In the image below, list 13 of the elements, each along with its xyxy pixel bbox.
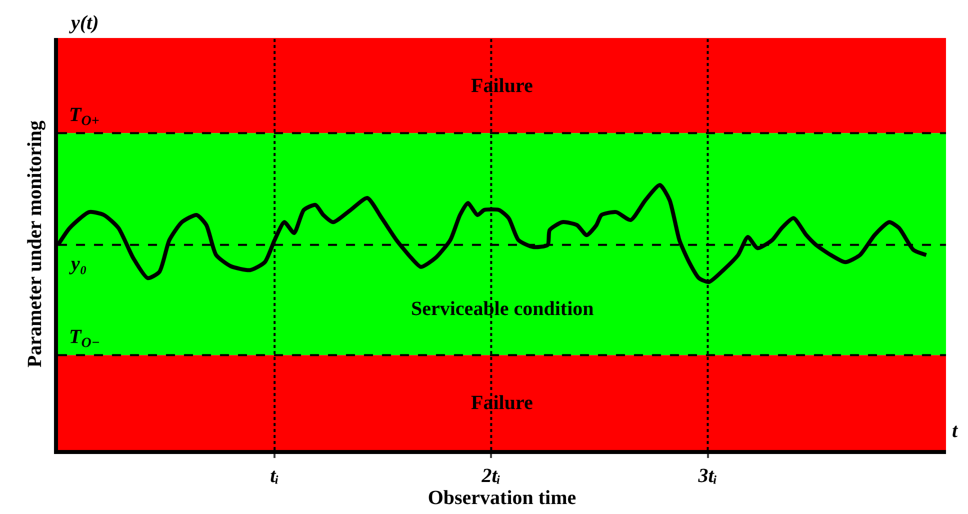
y-axis-title: Parameter under monitoring — [24, 120, 46, 368]
text: t — [952, 420, 959, 442]
ref-line-label: T$_{O+}$ — [69, 104, 100, 130]
ref-line-label: T$_{O−}$ — [69, 326, 100, 352]
x-tick-label: 2tᵢ — [480, 465, 501, 487]
band-label: Failure — [471, 392, 533, 414]
text: y(t) — [69, 12, 99, 34]
x-tick-label: 3tᵢ — [697, 465, 718, 487]
ref-line-label: y₀ — [69, 253, 87, 275]
band-label: Failure — [471, 75, 533, 97]
x-axis-title: Observation time — [428, 487, 576, 509]
band-label: Serviceable condition — [411, 298, 594, 320]
x-tick-label: tᵢ — [270, 465, 280, 487]
